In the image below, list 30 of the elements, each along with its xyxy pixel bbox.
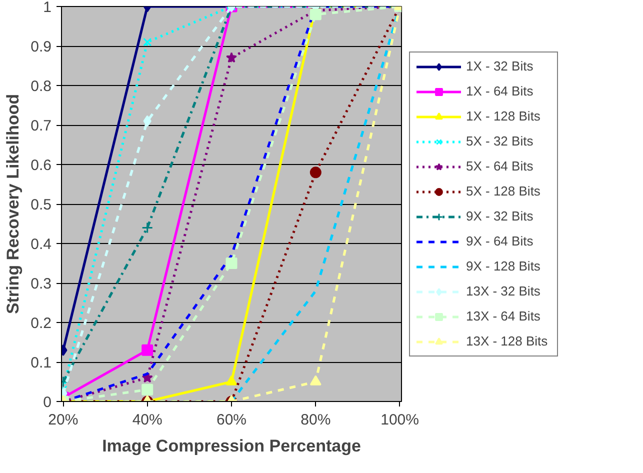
y-tick-label: 0.7	[30, 118, 52, 134]
legend-label: 1X - 128 Bits	[466, 108, 542, 124]
x-tick-label: 60%	[216, 412, 247, 428]
legend-label: 5X - 64 Bits	[466, 158, 534, 174]
legend-label: 5X - 128 Bits	[466, 183, 542, 199]
y-tick-label: 0.1	[30, 354, 52, 372]
y-tick-label: 0.9	[30, 38, 52, 56]
y-tick-label: 0.4	[30, 236, 52, 253]
legend-label: 9X - 32 Bits	[466, 208, 534, 224]
legend-label: 13X - 32 Bits	[466, 283, 542, 299]
x-axis-title: Image Compression Percentage	[102, 436, 361, 456]
legend-label: 9X - 128 Bits	[466, 258, 542, 274]
legend-label: 13X - 128 Bits	[466, 333, 549, 349]
y-tick-label: 1	[43, 0, 52, 16]
x-tick-label: 80%	[300, 412, 331, 428]
y-axis-title: String Recovery Likelihood	[4, 94, 23, 314]
x-tick-label: 20%	[48, 412, 78, 428]
y-tick-label: 0.2	[30, 315, 52, 332]
y-tick-label: 0.8	[30, 78, 52, 95]
x-tick-label: 100%	[380, 412, 420, 428]
x-tick-label: 40%	[132, 412, 162, 428]
y-tick-label: 0.6	[30, 157, 52, 174]
legend-label: 1X - 32 Bits	[466, 58, 534, 74]
legend-label: 9X - 64 Bits	[466, 233, 534, 249]
y-tick-label: 0.3	[30, 276, 52, 292]
legend-label: 13X - 64 Bits	[466, 308, 542, 324]
legend-label: 5X - 32 Bits	[466, 133, 534, 149]
y-tick-label: 0	[43, 394, 52, 411]
legend-label: 1X - 64 Bits	[466, 83, 534, 99]
y-tick-label: 0.5	[30, 196, 52, 214]
